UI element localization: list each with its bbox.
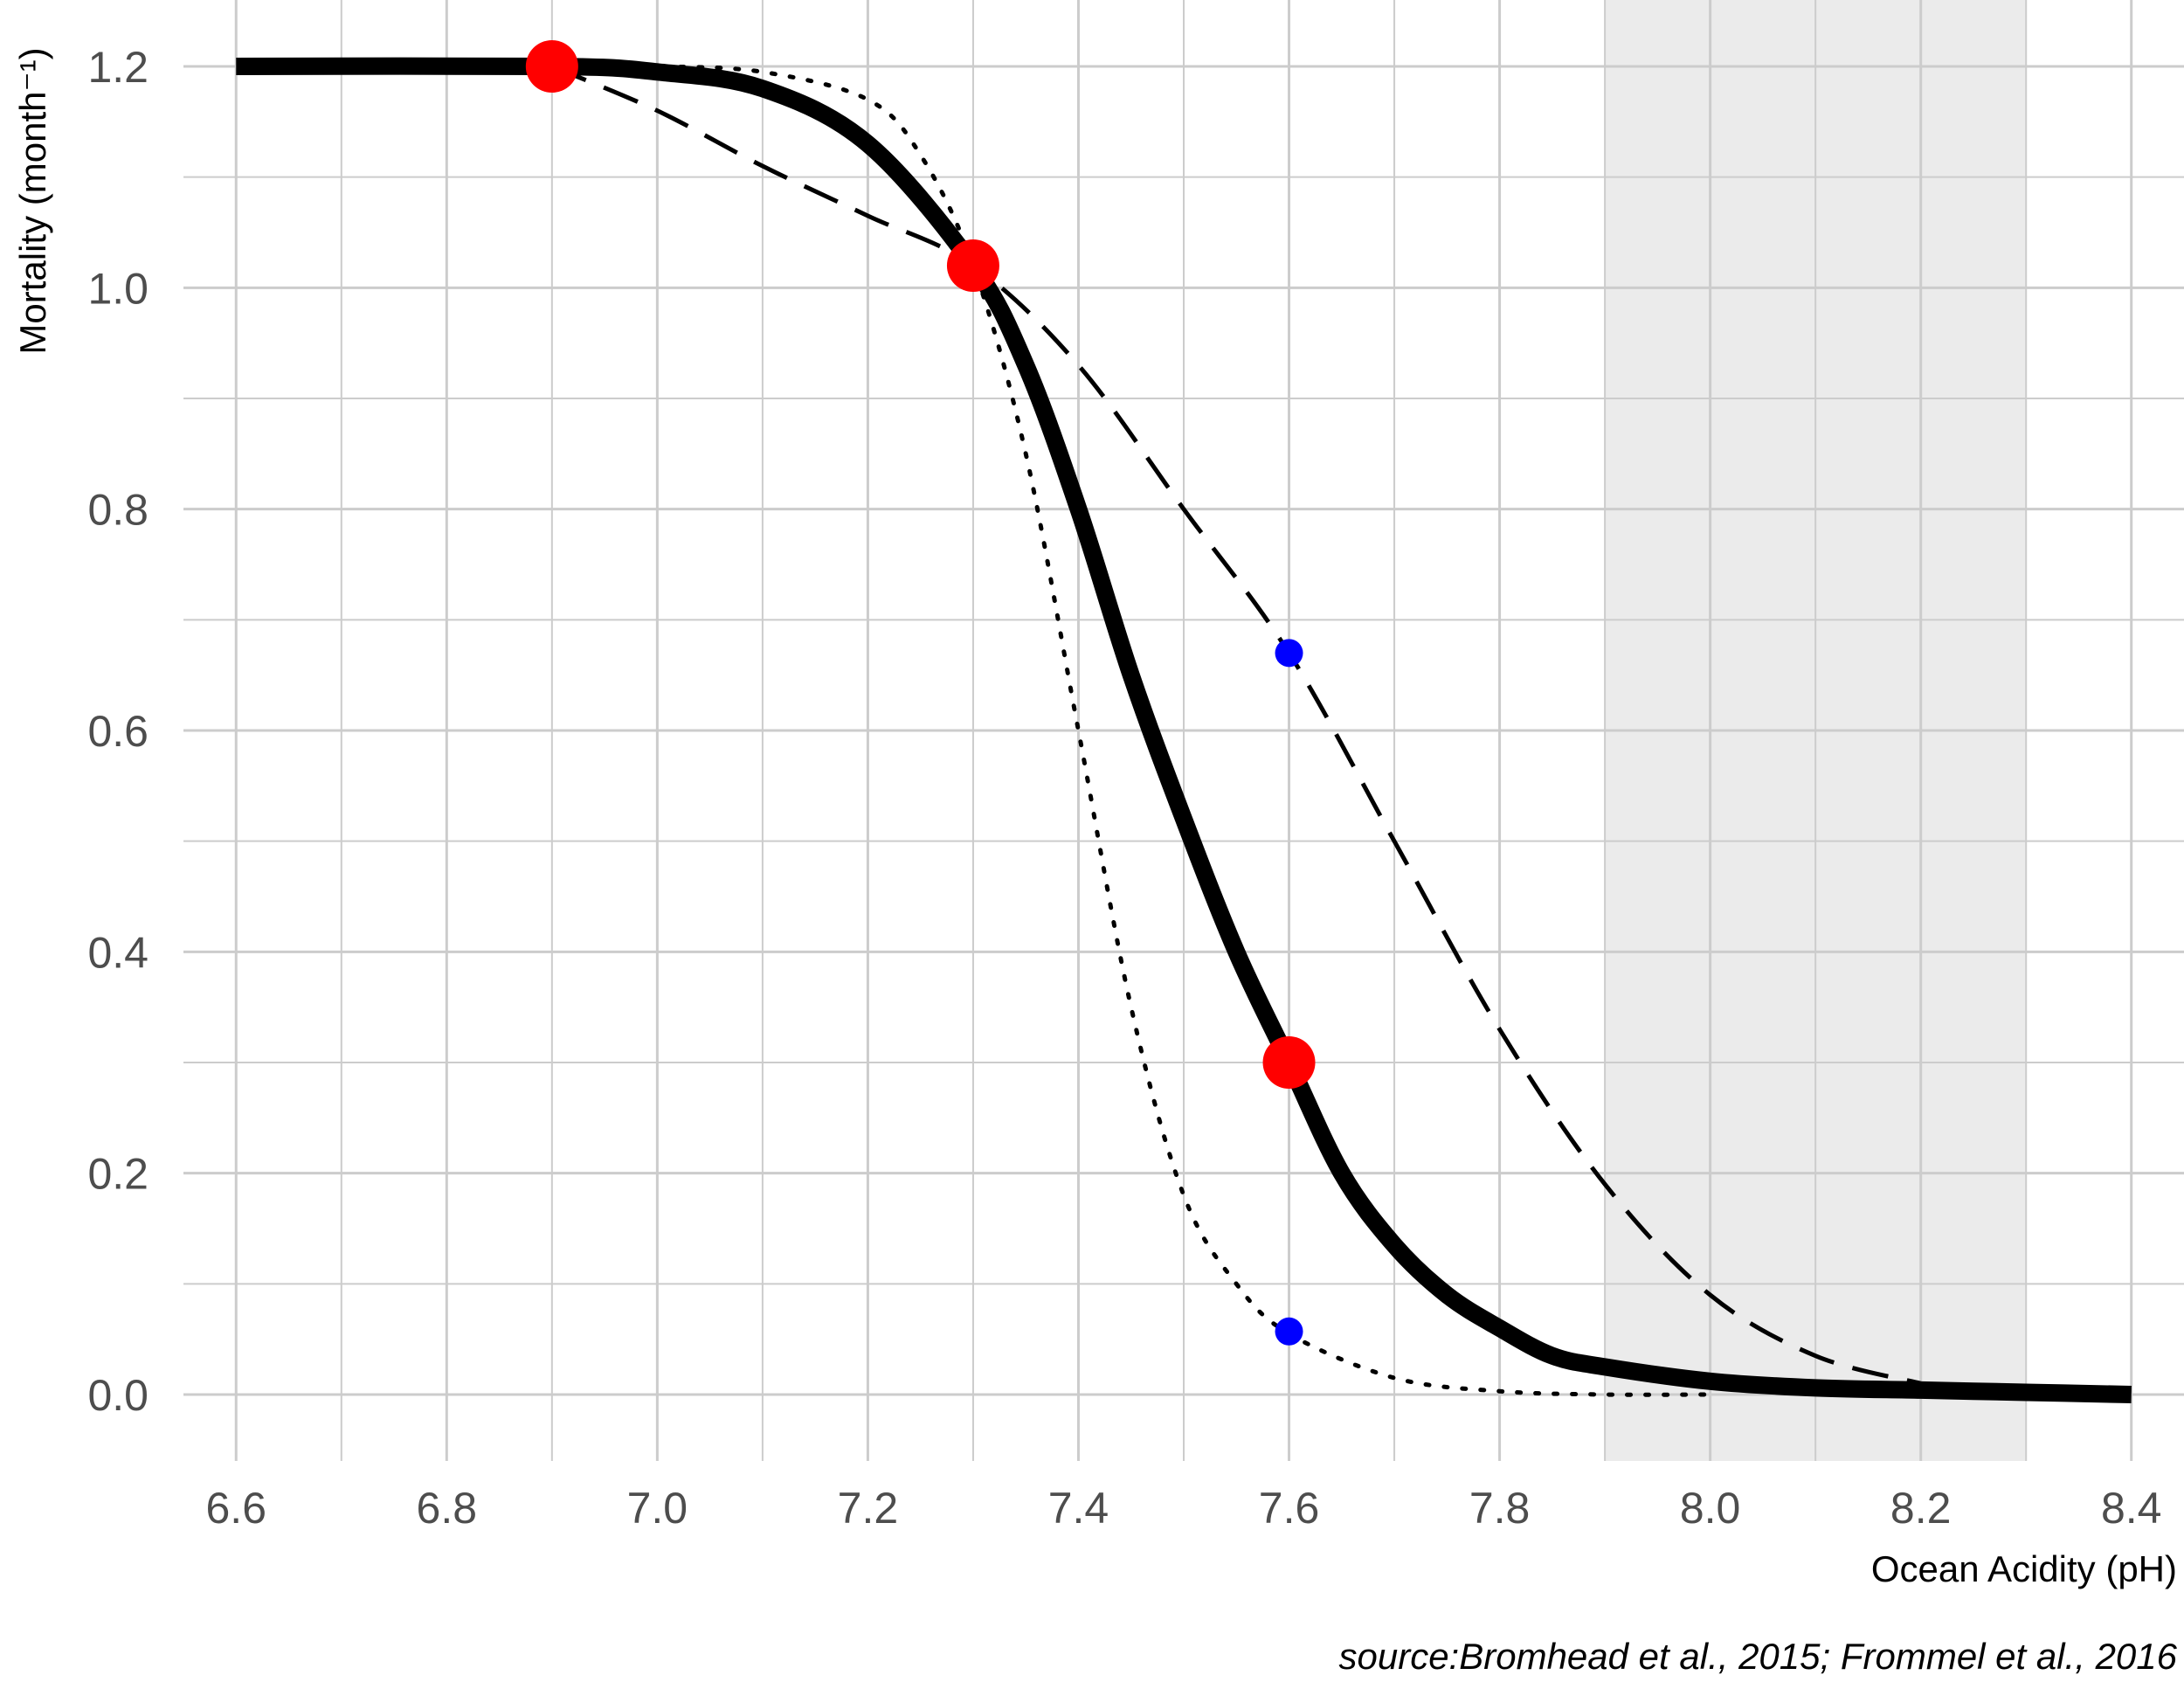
red-data-point bbox=[946, 239, 999, 292]
y-tick-label: 0.6 bbox=[87, 707, 149, 756]
blue-data-point bbox=[1275, 639, 1303, 668]
series-layer bbox=[236, 57, 2132, 1403]
red-data-point bbox=[1262, 1036, 1316, 1089]
source-caption: source:Bromhead et al., 2015; Frommel et… bbox=[1339, 1636, 2178, 1677]
x-tick-label: 6.6 bbox=[206, 1484, 267, 1533]
solid-mortality-curve bbox=[236, 57, 2132, 1403]
x-tick-label: 6.8 bbox=[417, 1484, 478, 1533]
tick-label-layer: 6.6 6.8 7.0 7.2 7.4 7.6 7.8 8.0 8.2 8.4 0.0 0.2 0.4 0… bbox=[87, 43, 2161, 1533]
y-tick-label: 0.4 bbox=[87, 928, 149, 977]
x-tick-label: 8.4 bbox=[2101, 1484, 2162, 1533]
dashed-mortality-curve bbox=[550, 64, 1922, 1386]
dotted-mortality-curve bbox=[549, 64, 1713, 1397]
x-tick-label: 8.2 bbox=[1890, 1484, 1952, 1533]
y-tick-label: 0.0 bbox=[87, 1371, 149, 1420]
x-tick-label: 7.4 bbox=[1048, 1484, 1109, 1533]
y-tick-label: 0.8 bbox=[87, 486, 149, 535]
y-tick-label: 1.2 bbox=[87, 43, 149, 92]
y-tick-label: 1.0 bbox=[87, 264, 149, 313]
red-data-point bbox=[525, 40, 578, 93]
blue-data-point bbox=[1275, 1317, 1303, 1346]
y-axis-title: Mortality (month⁻¹) bbox=[12, 47, 53, 354]
x-axis-title: Ocean Acidity (pH) bbox=[1871, 1548, 2177, 1589]
x-tick-label: 7.2 bbox=[838, 1484, 899, 1533]
x-tick-label: 8.0 bbox=[1680, 1484, 1741, 1533]
x-tick-label: 7.8 bbox=[1469, 1484, 1531, 1533]
points-layer bbox=[525, 40, 1316, 1346]
x-tick-label: 7.6 bbox=[1259, 1484, 1320, 1533]
y-tick-label: 0.2 bbox=[87, 1150, 149, 1199]
x-tick-label: 7.0 bbox=[627, 1484, 688, 1533]
